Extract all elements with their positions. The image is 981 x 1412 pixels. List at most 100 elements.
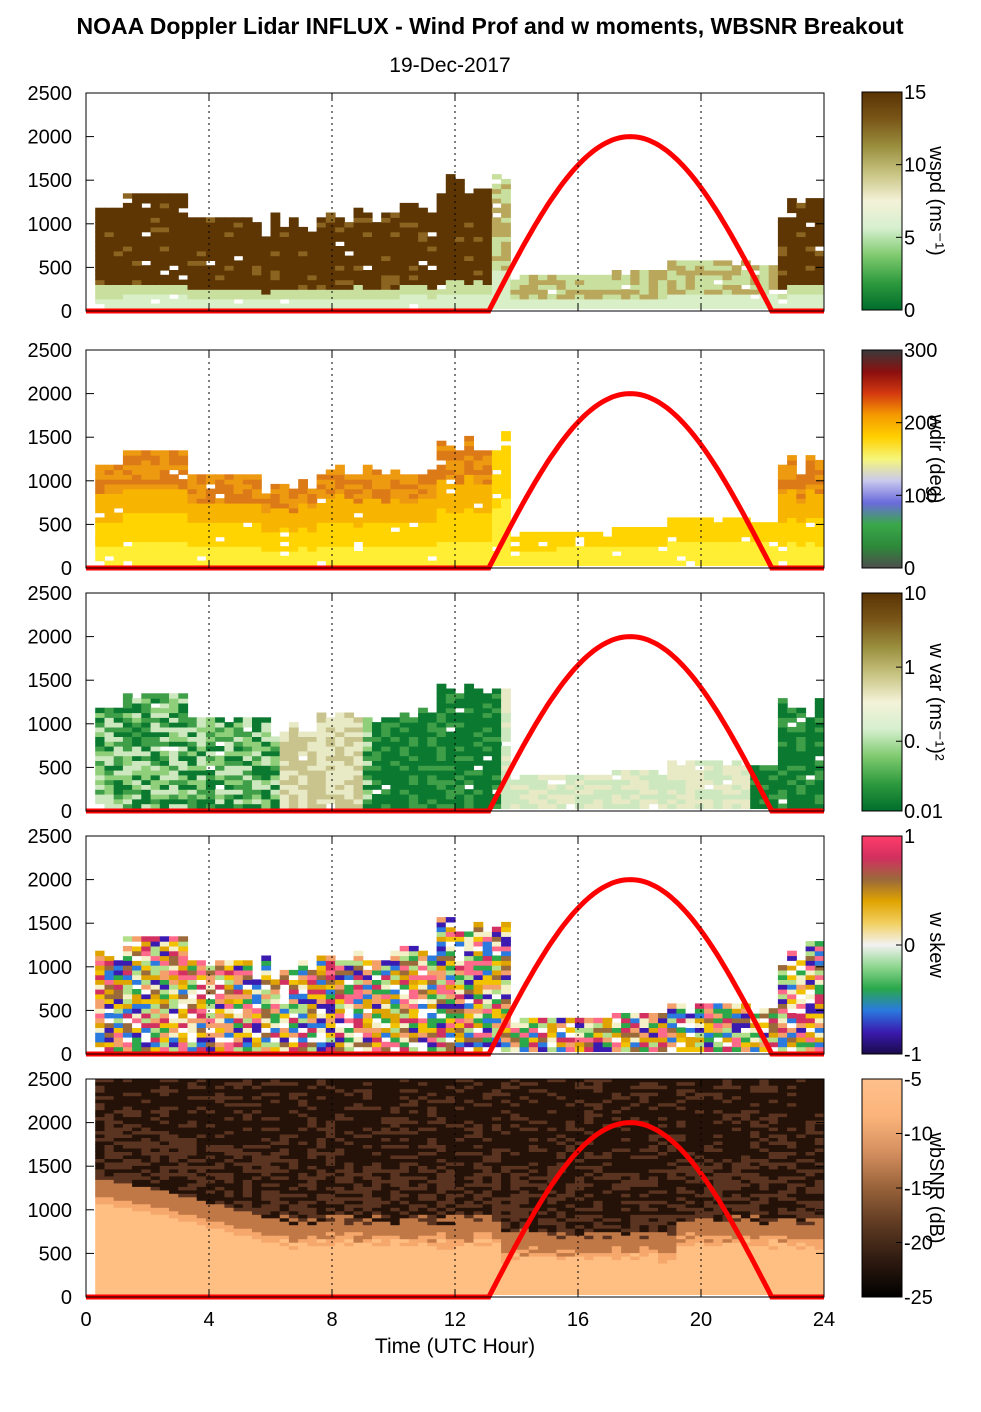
heatmap-cell <box>178 517 189 523</box>
heatmap-cell <box>270 1017 281 1024</box>
heatmap-cell <box>676 1008 687 1014</box>
heatmap-cell <box>344 746 355 752</box>
heatmap-cell <box>455 207 465 214</box>
heatmap-cell <box>399 760 410 766</box>
heatmap-cell <box>344 789 355 795</box>
heatmap-cell <box>261 270 272 276</box>
heatmap-cell <box>418 993 428 1000</box>
heatmap-cell <box>805 246 816 252</box>
heatmap-cell <box>196 551 207 557</box>
heatmap-cell <box>224 736 235 742</box>
heatmap-cell <box>372 765 382 771</box>
heatmap-cell <box>141 950 152 957</box>
heatmap-cell <box>805 798 816 805</box>
heatmap-cell <box>316 527 327 533</box>
heatmap-cell <box>667 303 677 309</box>
heatmap-cell <box>242 536 253 542</box>
heatmap-cell <box>159 274 170 281</box>
heatmap-cell <box>252 979 262 985</box>
heatmap-cell <box>122 212 133 218</box>
heatmap-cell <box>113 765 124 771</box>
heatmap-cell <box>132 207 142 214</box>
heatmap-cell <box>768 770 779 776</box>
heatmap-cell <box>694 303 705 309</box>
heatmap-cell <box>169 522 179 528</box>
heatmap-cell <box>288 741 299 747</box>
heatmap-cell <box>169 536 179 542</box>
heatmap-cell <box>261 789 272 795</box>
heatmap-cell <box>445 217 456 223</box>
heatmap-cell <box>455 731 465 737</box>
heatmap-cell <box>233 274 244 281</box>
heatmap-cell <box>787 246 797 252</box>
heatmap-cell <box>713 803 724 809</box>
heatmap-cell <box>455 1041 465 1048</box>
heatmap-cell <box>215 226 225 233</box>
heatmap-cell <box>95 279 105 285</box>
heatmap-cell <box>141 493 152 499</box>
heatmap-cell <box>685 265 696 271</box>
heatmap-cell <box>205 531 216 538</box>
heatmap-cell <box>261 1027 272 1033</box>
heatmap-cell <box>169 741 179 747</box>
heatmap-cell <box>427 746 438 752</box>
heatmap-cell <box>95 498 105 504</box>
heatmap-cell <box>132 1008 142 1014</box>
heatmap-cell <box>381 969 391 976</box>
heatmap-cell <box>777 217 788 223</box>
heatmap-cell <box>408 507 419 514</box>
heatmap-cell <box>464 702 474 709</box>
heatmap-cell <box>574 284 585 290</box>
heatmap-cell <box>418 794 428 800</box>
heatmap-cell <box>445 707 456 714</box>
heatmap-cell <box>418 965 428 971</box>
heatmap-cell <box>270 284 281 290</box>
heatmap-cell <box>233 784 244 790</box>
heatmap-cell <box>381 974 391 980</box>
heatmap-cell <box>307 755 318 761</box>
heatmap-cell <box>621 555 631 562</box>
heatmap-cell <box>169 531 179 538</box>
solar-elevation-curve <box>86 391 824 571</box>
heatmap-cell <box>150 212 161 218</box>
heatmap-cell <box>178 250 189 257</box>
heatmap-cell <box>104 560 115 566</box>
heatmap-cell <box>325 750 336 757</box>
heatmap-cell <box>353 270 364 276</box>
heatmap-cell <box>676 1003 687 1009</box>
heatmap-cell <box>722 303 733 309</box>
heatmap-cell <box>787 536 797 542</box>
heatmap-cell <box>335 531 345 538</box>
heatmap-cell <box>95 779 105 785</box>
heatmap-cell <box>722 765 733 771</box>
heatmap-cell <box>777 231 788 237</box>
heatmap-cell <box>602 1017 613 1024</box>
heatmap-cell <box>658 1013 668 1019</box>
heatmap-cell <box>713 774 724 781</box>
heatmap-cell <box>104 255 115 261</box>
heatmap-cell <box>242 984 253 990</box>
heatmap-cell <box>362 464 373 471</box>
heatmap-cell <box>270 517 281 523</box>
heatmap-cell <box>344 479 355 485</box>
heatmap-cell <box>491 536 502 542</box>
heatmap-cell <box>704 555 714 562</box>
heatmap-cell <box>187 551 198 557</box>
heatmap-cell <box>482 459 493 466</box>
heatmap-cell <box>113 774 124 781</box>
heatmap-cell <box>685 1041 696 1048</box>
heatmap-cell <box>538 546 548 552</box>
heatmap-cell <box>187 231 198 237</box>
heatmap-cell <box>113 1037 124 1043</box>
heatmap-cell <box>445 1008 456 1014</box>
heatmap-cell <box>418 512 428 518</box>
heatmap-cell <box>408 294 419 300</box>
heatmap-cell <box>805 507 816 514</box>
heatmap-cell <box>141 279 152 285</box>
heatmap-cell <box>584 1017 594 1024</box>
heatmap-cell <box>113 993 124 1000</box>
heatmap-cell <box>805 455 816 461</box>
heatmap-cell <box>694 1022 705 1028</box>
heatmap-cell <box>288 1027 299 1033</box>
heatmap-cell <box>122 222 133 228</box>
